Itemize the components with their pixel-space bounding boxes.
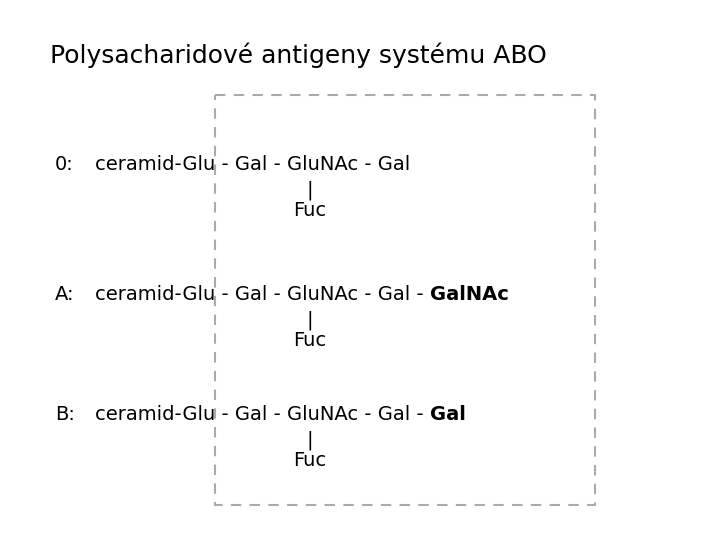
Text: Fuc: Fuc [294, 450, 327, 469]
Text: ceramid-Glu - Gal - GluNAc - Gal: ceramid-Glu - Gal - GluNAc - Gal [95, 156, 410, 174]
Bar [215, 95, 595, 505]
Text: ceramid-Glu - Gal - GluNAc - Gal -: ceramid-Glu - Gal - GluNAc - Gal - [95, 286, 430, 305]
Text: ceramid-Glu - Gal - GluNAc - Gal -: ceramid-Glu - Gal - GluNAc - Gal - [95, 406, 430, 424]
Text: |: | [307, 180, 313, 200]
Text: 0:: 0: [55, 156, 73, 174]
Text: |: | [307, 310, 313, 330]
Text: GalNAc: GalNAc [430, 286, 509, 305]
Text: Gal: Gal [430, 406, 466, 424]
Text: |: | [307, 430, 313, 450]
Text: Fuc: Fuc [294, 200, 327, 219]
Text: B:: B: [55, 406, 75, 424]
Text: Polysacharidové antigeny systému ABO: Polysacharidové antigeny systému ABO [50, 42, 546, 68]
Text: A:: A: [55, 286, 74, 305]
Text: Fuc: Fuc [294, 330, 327, 349]
